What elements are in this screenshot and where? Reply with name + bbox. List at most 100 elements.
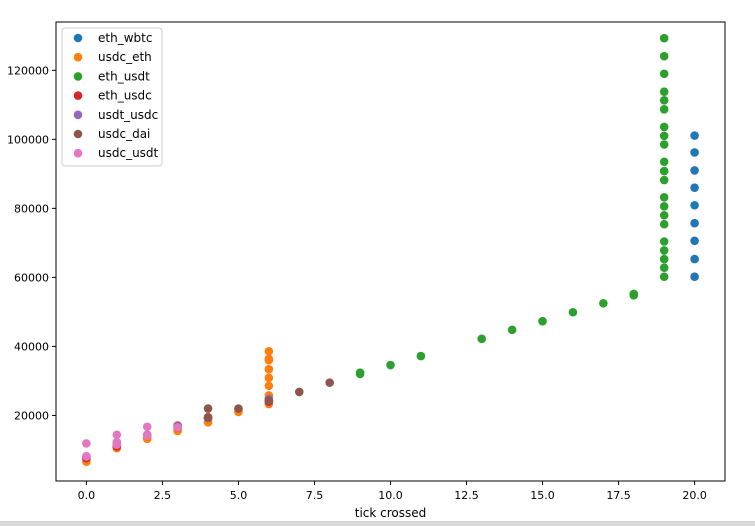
data-point-eth_usdt [386,360,395,370]
y-tick-label: 40000 [14,340,49,353]
data-point-eth_usdt [659,175,669,185]
data-point-eth_usdt [659,193,669,202]
data-point-usdc_eth [264,373,274,383]
legend-marker [73,91,83,100]
legend-marker [73,72,83,81]
legend-entry-usdt_usdc: usdt_usdc [73,108,158,122]
legend-label: usdt_usdc [98,108,158,122]
data-point-usdc_dai [203,404,213,413]
legend-label: usdc_usdt [98,146,159,160]
data-point-eth_usdt [659,237,669,246]
legend-marker [73,129,83,139]
x-axis-label: tick crossed [355,506,427,520]
x-tick-label: 0.0 [78,489,96,502]
legend-label: eth_wbtc [98,31,152,45]
data-point-eth_usdt [659,33,669,43]
data-point-usdc_eth [264,346,274,356]
y-tick-label: 20000 [14,409,49,422]
data-point-eth_usdt [659,131,669,141]
data-point-usdc_usdt [142,431,152,440]
data-point-eth_usdt [507,325,517,335]
data-point-usdc_dai [234,404,243,413]
data-point-eth_usdt [599,298,608,308]
data-point-usdc_usdt [173,422,182,432]
data-point-eth_usdt [659,246,669,255]
data-point-eth_wbtc [690,254,699,264]
data-point-eth_wbtc [690,183,699,192]
data-point-usdc_usdt [82,451,91,461]
legend-marker [73,148,83,158]
data-point-eth_usdt [538,316,547,326]
data-point-eth_usdt [659,254,669,264]
data-point-eth_usdt [659,263,669,273]
legend-label: eth_usdt [98,69,150,83]
x-tick-label: 12.5 [454,489,479,502]
data-point-eth_usdt [659,51,669,61]
legend-entry-eth_usdt: eth_usdt [73,69,150,83]
data-point-eth_usdt [659,210,669,220]
data-point-eth_usdt [659,96,669,105]
data-point-eth_usdt [477,334,487,344]
x-tick-label: 7.5 [306,489,324,502]
axes-frame [55,21,726,482]
data-point-eth_usdt [659,140,669,149]
legend-marker [73,110,83,120]
data-point-eth_wbtc [690,236,699,246]
data-point-eth_usdt [629,289,639,299]
legend-entry-usdc_eth: usdc_eth [73,50,152,64]
y-tick-label: 80000 [14,202,49,215]
data-point-eth_wbtc [690,200,699,210]
y-tick-label: 60000 [14,271,49,284]
x-tick-label: 20.0 [682,489,707,502]
data-point-eth_wbtc [690,148,699,157]
data-point-eth_usdt [659,105,669,114]
data-point-eth_wbtc [690,218,699,228]
data-point-eth_usdt [659,157,669,167]
y-tick-label: 100000 [7,133,49,146]
window-bottom-edge [0,521,755,526]
legend: eth_wbtc usdc_eth eth_usdt eth_usdc usdt_usd… [61,27,163,167]
x-tick-label: 17.5 [606,489,631,502]
data-point-eth_wbtc [690,166,699,175]
data-point-eth_usdt [659,166,669,176]
data-point-eth_usdt [659,87,669,97]
data-point-usdc_dai [203,413,213,423]
data-point-usdc_dai [325,378,334,387]
plot-area [55,21,726,482]
data-point-usdc_usdt [112,430,122,440]
legend-entry-eth_usdc: eth_usdc [73,89,152,103]
data-markers [82,33,699,466]
x-tick-label: 10.0 [378,489,403,502]
data-point-usdc_eth [264,354,274,364]
data-point-eth_wbtc [690,272,699,281]
data-point-usdc_usdt [82,439,91,448]
data-point-usdc_eth [264,381,274,391]
legend-entry-usdc_dai: usdc_dai [73,127,150,141]
data-point-eth_usdt [659,122,669,132]
data-point-usdc_eth [264,364,274,374]
x-axis: 0.0 2.5 5.0 7.5 10.0 12.5 15.0 17.5 20.0 [78,481,707,502]
series-eth_wbtc [690,131,699,281]
x-tick-label: 2.5 [154,489,172,502]
x-tick-label: 5.0 [230,489,248,502]
data-point-eth_usdt [416,351,426,361]
series-usdc_usdt [82,422,182,461]
legend-entry-eth_wbtc: eth_wbtc [73,31,152,45]
x-tick-label: 15.0 [530,489,555,502]
data-point-eth_wbtc [690,131,699,140]
data-point-eth_usdt [568,307,578,317]
data-point-eth_usdt [659,219,669,229]
legend-label: eth_usdc [98,89,152,103]
y-axis: 20000 40000 60000 80000 100000 120000 [7,64,56,422]
legend-marker [73,33,83,43]
data-point-usdc_usdt [142,422,152,432]
legend-box [61,27,163,167]
data-point-usdc_dai [294,387,304,397]
data-point-eth_usdt [659,272,669,281]
legend-entry-usdc_usdt: usdc_usdt [73,146,159,160]
legend-label: usdc_eth [98,50,152,64]
data-point-eth_usdt [659,201,669,211]
legend-marker [73,52,83,62]
data-point-usdc_dai [264,396,274,405]
